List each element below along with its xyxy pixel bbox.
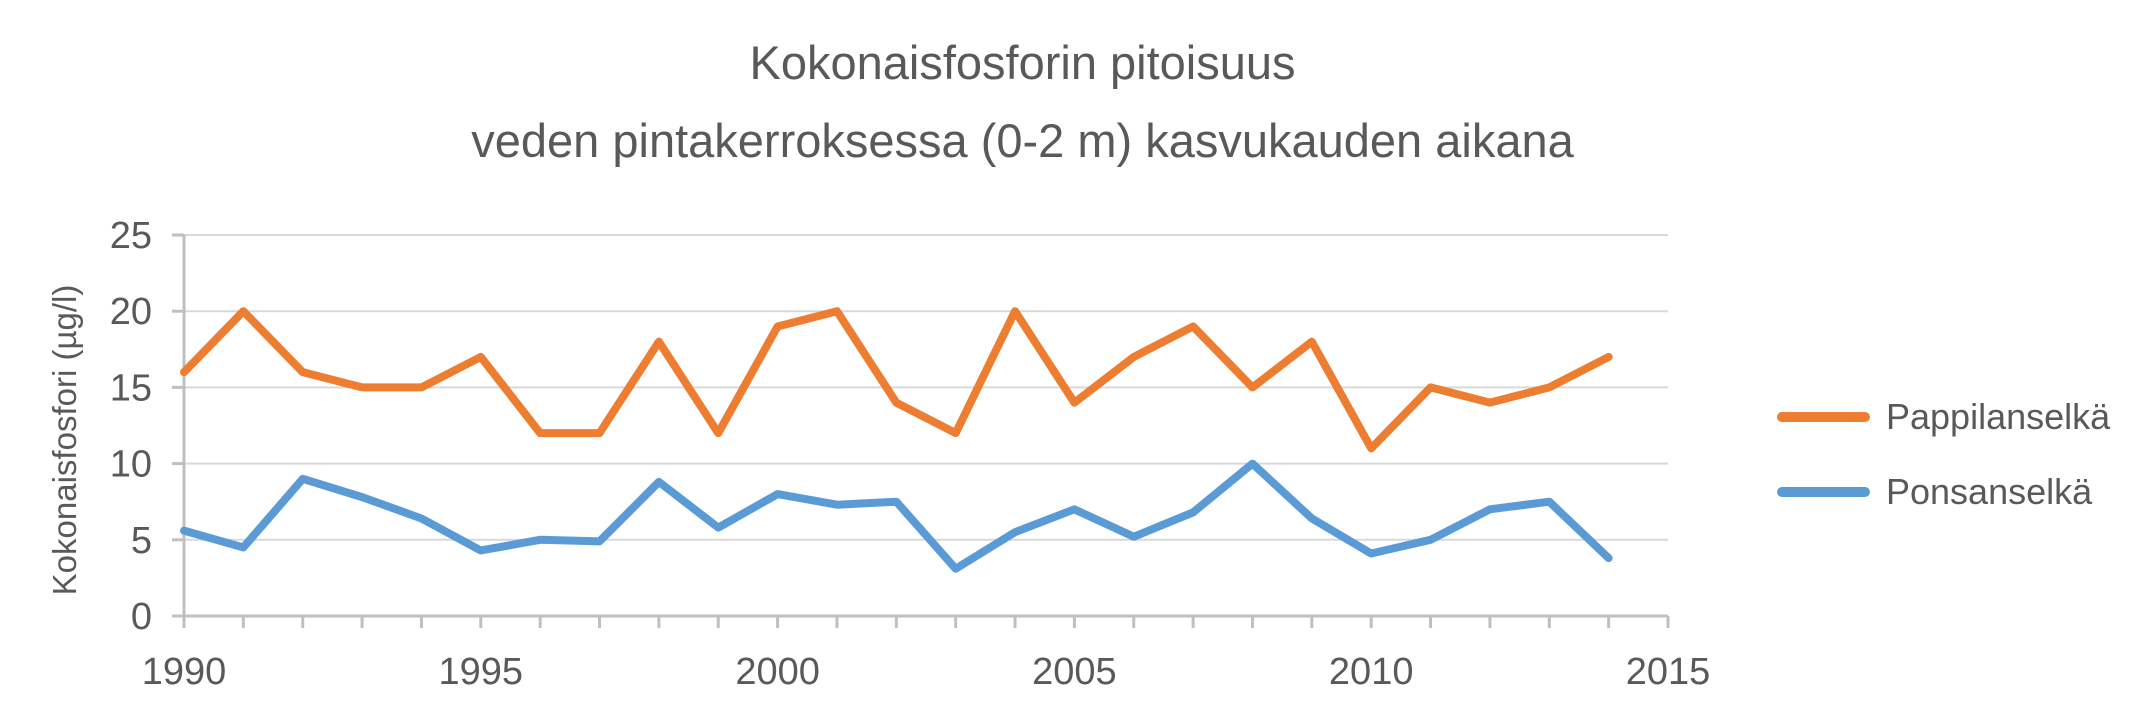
y-tick-label-10: 10 — [110, 444, 152, 486]
chart-title-line1: Kokonaisfosforin pitoisuus — [749, 36, 1296, 89]
x-tick-label-2010: 2010 — [1329, 651, 1414, 693]
chart-title-line2: veden pintakerroksessa (0-2 m) kasvukaud… — [471, 114, 1574, 167]
x-tick-label-1995: 1995 — [439, 651, 524, 693]
legend-entry-pappilanselka: Pappilanselkä — [1777, 392, 2110, 442]
x-tick-label-1990: 1990 — [142, 651, 227, 693]
legend-entry-ponsanselka: Ponsanselkä — [1777, 467, 2110, 517]
y-tick-label-20: 20 — [110, 291, 152, 333]
legend-label-ponsanselka: Ponsanselkä — [1886, 471, 2093, 512]
series-line-ponsanselkä — [180, 459, 1613, 573]
y-tick-label-25: 25 — [110, 215, 152, 257]
y-tick-label-5: 5 — [131, 520, 152, 562]
y-tick-label-0: 0 — [131, 596, 152, 638]
chart-title: Kokonaisfosforin pitoisuus veden pintake… — [0, 24, 2045, 180]
series-line-pappilanselkä — [180, 307, 1613, 453]
legend: Pappilanselkä Ponsanselkä — [1777, 392, 2110, 517]
legend-line-swatch-ponsanselka — [1777, 487, 1870, 497]
x-tick-label-2005: 2005 — [1032, 651, 1117, 693]
x-tick-label-2015: 2015 — [1626, 651, 1711, 693]
legend-line-swatch-pappilanselka — [1777, 412, 1870, 422]
legend-label-pappilanselka: Pappilanselkä — [1886, 396, 2111, 437]
x-tick-label-2000: 2000 — [735, 651, 820, 693]
y-tick-label-15: 15 — [110, 367, 152, 409]
